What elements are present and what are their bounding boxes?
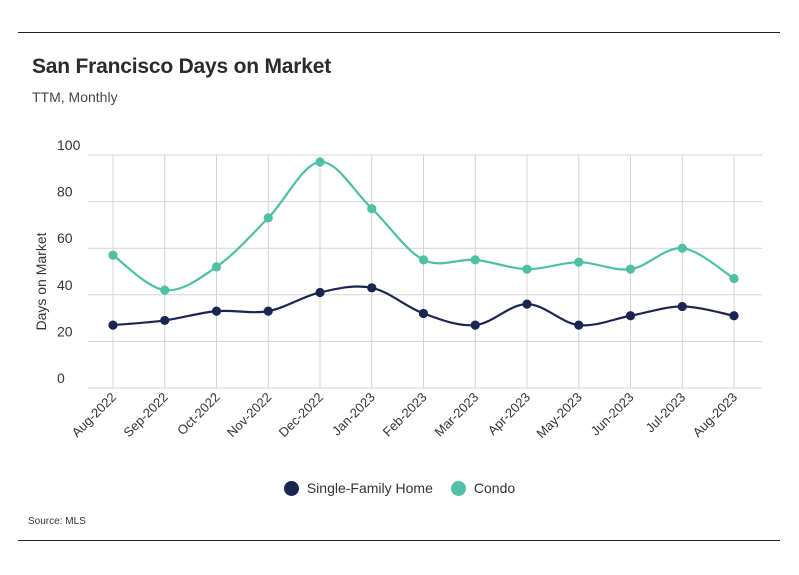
source-note: Source: MLS [28, 516, 86, 527]
y-tick-label: 60 [57, 230, 73, 246]
chart-subtitle: TTM, Monthly [32, 89, 118, 105]
data-point-single-family [677, 301, 687, 312]
x-tick-label: Aug-2023 [690, 390, 740, 440]
data-point-condo [211, 262, 222, 272]
bottom-rule [18, 540, 780, 541]
legend: Single-Family Home Condo [0, 480, 799, 496]
data-point-single-family [470, 320, 480, 330]
data-point-condo [108, 250, 118, 260]
x-tick-label: Oct-2022 [174, 390, 222, 438]
x-tick-label: Jan-2023 [329, 390, 378, 439]
legend-marker-condo [450, 480, 466, 496]
x-tick-label: Aug-2022 [69, 390, 119, 440]
line-chart: 0 20 40 60 80 100 Aug-2022 Sep-2022 Oct-2022 Nov-… [33, 137, 762, 441]
x-tick-label: May-2023 [533, 390, 584, 441]
data-point-single-family [108, 320, 118, 330]
data-point-condo [574, 257, 584, 267]
data-point-condo [315, 157, 325, 167]
data-point-condo [625, 264, 636, 274]
data-point-single-family [522, 299, 532, 309]
data-point-single-family [625, 311, 636, 321]
x-tick-label: Jun-2023 [588, 390, 637, 439]
legend-label-condo: Condo [473, 480, 516, 496]
legend-item-condo: Condo [450, 480, 516, 496]
y-tick-label: 40 [57, 277, 73, 293]
legend-label-single-family: Single-Family Home [306, 480, 433, 496]
data-point-single-family [211, 306, 222, 316]
chart-title: San Francisco Days on Market [32, 55, 332, 78]
data-point-condo [367, 203, 377, 214]
data-point-single-family [315, 287, 325, 298]
data-point-condo [470, 255, 480, 265]
y-tick-label: 0 [57, 370, 65, 386]
data-point-single-family [367, 283, 377, 293]
data-point-single-family [729, 311, 739, 321]
top-rule [18, 32, 780, 33]
x-tick-label: Jul-2023 [642, 390, 688, 436]
data-point-single-family [263, 306, 273, 316]
y-axis-label: Days on Market [33, 232, 49, 330]
y-tick-label: 100 [57, 137, 81, 153]
data-point-condo [160, 285, 170, 295]
x-tick-label: Mar-2023 [431, 390, 481, 440]
x-tick-label: Dec-2022 [276, 390, 326, 440]
x-tick-label: Feb-2023 [380, 390, 430, 440]
legend-marker-single-family [283, 480, 299, 496]
data-point-condo [522, 264, 532, 274]
data-point-condo [263, 213, 273, 223]
y-tick-label: 80 [57, 184, 73, 200]
x-tick-label: Nov-2022 [224, 390, 274, 440]
x-tick-label: Apr-2023 [485, 390, 533, 438]
legend-item-single-family: Single-Family Home [283, 480, 433, 496]
x-tick-label: Sep-2022 [120, 390, 170, 440]
data-point-condo [729, 273, 739, 284]
y-tick-label: 20 [57, 323, 73, 339]
data-point-single-family [418, 308, 429, 319]
data-point-single-family [574, 320, 584, 330]
data-point-single-family [160, 315, 170, 326]
data-point-condo [418, 255, 429, 265]
data-point-condo [677, 243, 687, 253]
